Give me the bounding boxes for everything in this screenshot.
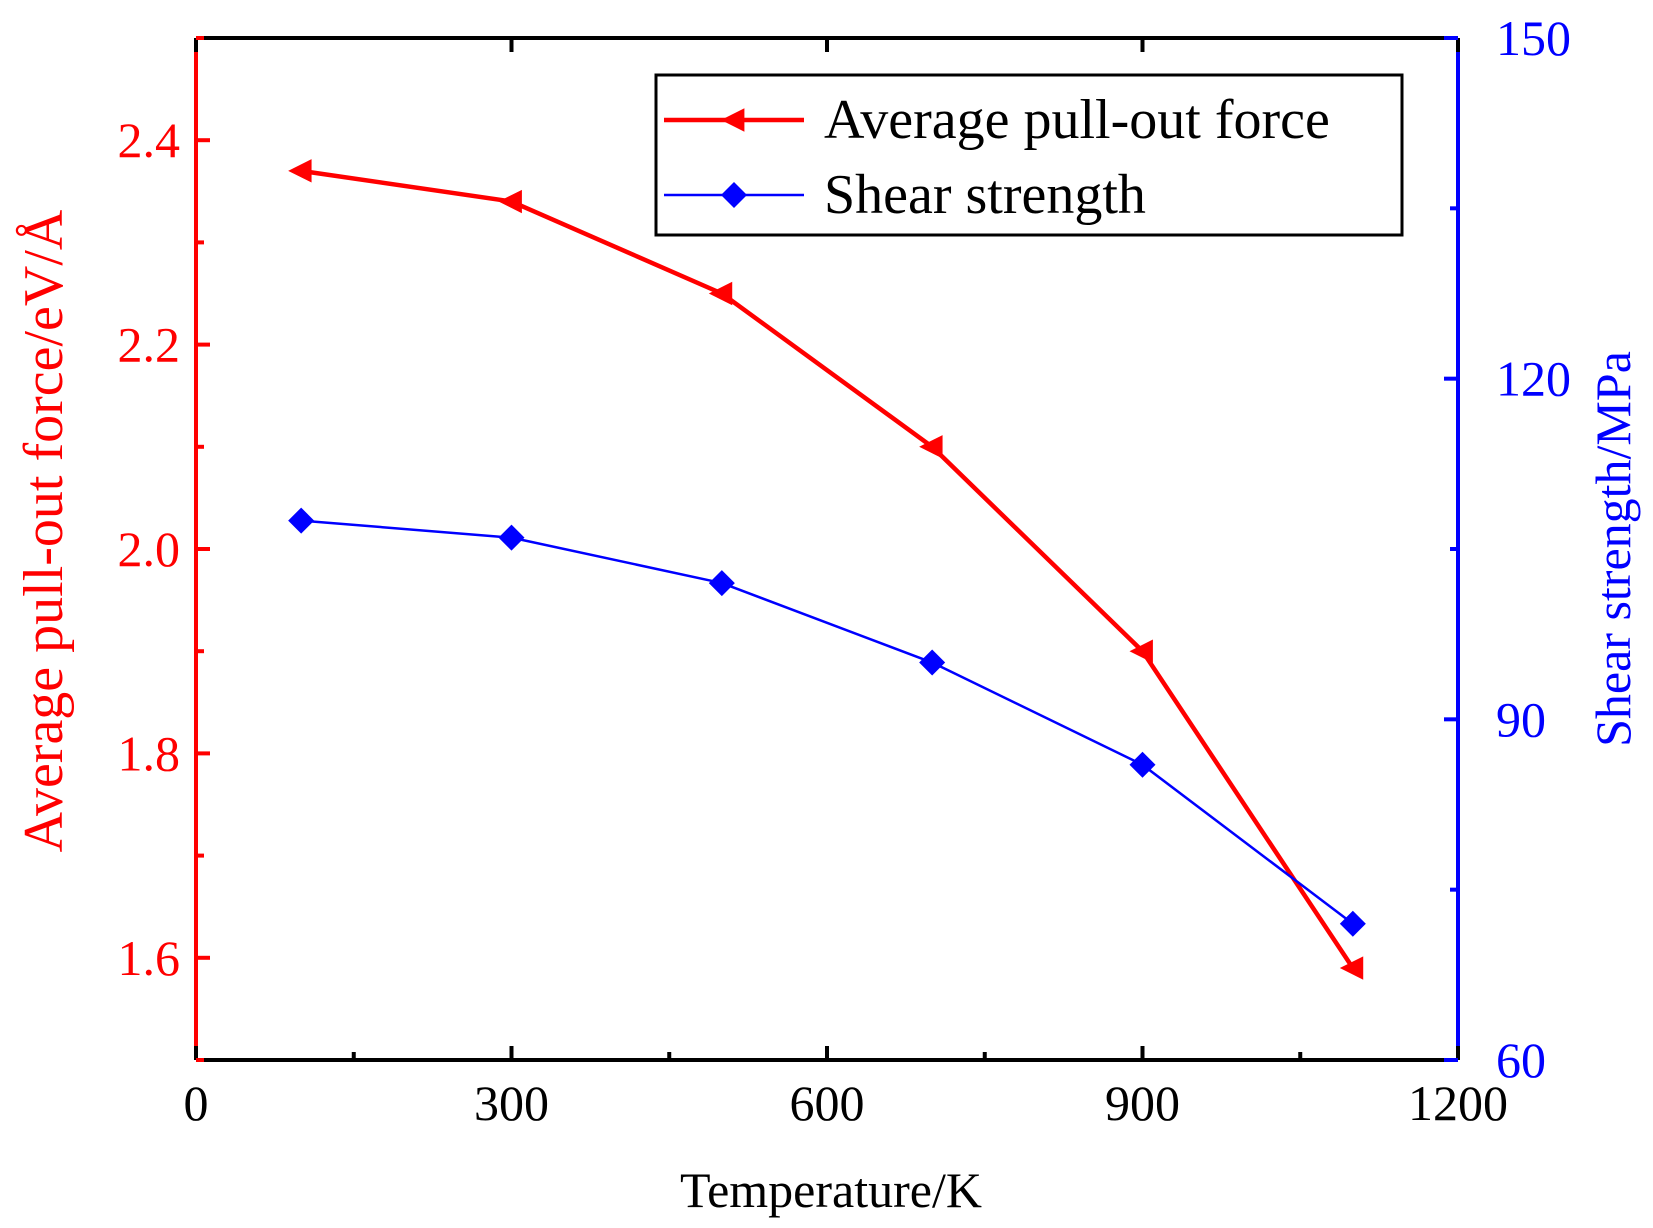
x-tick-label: 300 [474,1075,549,1131]
shear-strength-point [288,507,315,534]
x-tick-label: 1200 [1408,1075,1508,1131]
y2-tick-label: 120 [1496,351,1571,407]
legend-marker-pull-out-force [721,108,745,132]
legend: Average pull-out force Shear strength [654,73,1404,237]
left-y-axis-title: Average pull-out force/eV/Å [13,209,75,852]
legend-label-shear-strength: Shear strength [824,164,1146,226]
shear-strength-line [301,519,1354,925]
y2-tick-label: 90 [1496,691,1546,747]
shear-strength-point [708,570,735,597]
x-tick-label: 0 [184,1075,209,1131]
pull-out-force-point [919,435,943,459]
pull-out-force-line [300,168,1355,970]
y2-tick-label: 150 [1496,10,1571,66]
x-axis-title: Temperature/K [680,1162,982,1218]
shear-strength-point [498,524,525,551]
pull-out-force-point [708,281,733,306]
shear-strength-point [1339,910,1366,937]
axes: 0 300 600 900 1200 1.6 1.8 2.0 2.2 2.4 60 90 120 150 [118,10,1572,1131]
series-markers [288,159,1366,980]
pull-out-force-point [1339,956,1364,980]
y-tick-label: 2.0 [118,521,181,577]
legend-marker-shear-strength [721,182,747,208]
y-tick-label: 1.8 [118,725,181,781]
y2-tick-label: 60 [1496,1032,1546,1088]
pull-out-force-point [288,159,312,183]
y-tick-label: 1.6 [118,930,181,986]
y-tick-label: 2.2 [118,317,181,373]
axis-titles: Temperature/K Average pull-out force/eV/Å… [13,209,1641,1218]
shear-strength-point [1129,751,1156,778]
x-tick-label: 600 [790,1075,865,1131]
pull-out-force-point [1129,639,1153,663]
y-tick-label: 2.4 [118,112,181,168]
legend-label-pull-out-force: Average pull-out force [824,89,1330,151]
x-tick-label: 900 [1105,1075,1180,1131]
right-y-axis-title: Shear strength/MPa [1585,351,1641,747]
series-lines [300,168,1355,970]
legend-box [654,73,1404,237]
shear-strength-point [919,649,946,676]
pull-out-force-point [498,189,522,214]
